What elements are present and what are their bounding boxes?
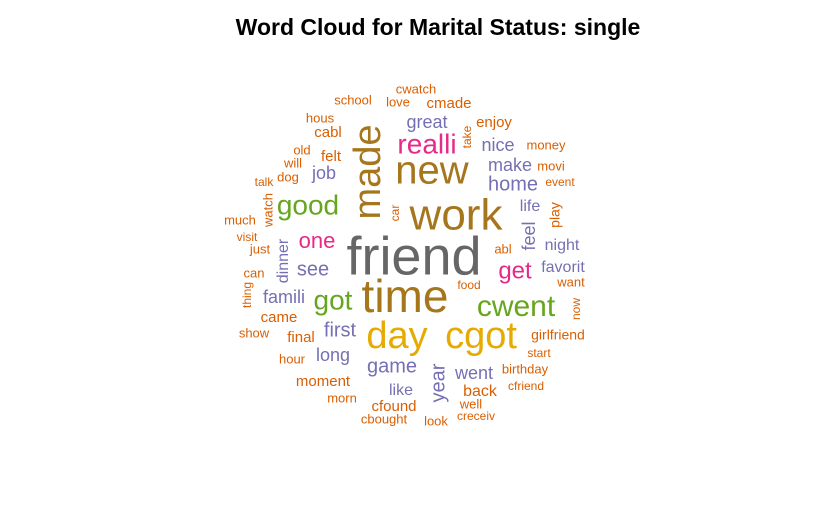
word-money: money [526, 137, 566, 152]
word-talk: talk [255, 175, 275, 189]
word-new: new [395, 149, 468, 193]
word-came: came [261, 309, 298, 326]
word-watch: watch [260, 193, 275, 228]
word-play: play [547, 202, 563, 228]
word-car: car [388, 205, 402, 222]
word-hous: hous [306, 110, 335, 125]
chart-title: Word Cloud for Marital Status: single [236, 14, 641, 40]
word-work: work [409, 191, 504, 240]
word-back: back [463, 383, 498, 400]
word-made: made [347, 124, 389, 219]
word-dog: dog [277, 169, 299, 184]
word-year: year [427, 363, 449, 402]
word-start: start [527, 346, 551, 360]
word-abl: abl [494, 241, 511, 256]
word-job: job [311, 163, 336, 183]
word-favorit: favorit [541, 259, 585, 276]
word-want: want [556, 274, 585, 289]
word-cmade: cmade [426, 95, 471, 112]
word-see: see [297, 258, 329, 280]
word-night: night [545, 237, 580, 254]
word-moment: moment [296, 373, 351, 390]
word-day: day [366, 315, 427, 357]
word-girlfriend: girlfriend [531, 327, 585, 343]
word-show: show [239, 325, 270, 340]
word-enjoy: enjoy [476, 114, 512, 131]
word-game: game [367, 355, 417, 377]
word-morn: morn [327, 390, 357, 405]
word-final: final [287, 329, 315, 346]
word-good: good [277, 189, 339, 220]
word-one: one [299, 228, 336, 253]
word-well: well [459, 396, 483, 411]
word-went: went [454, 363, 493, 383]
word-love: love [386, 94, 410, 109]
word-cabl: cabl [314, 124, 342, 141]
word-cfriend: cfriend [508, 379, 544, 393]
word-creceiv: creceiv [457, 409, 495, 423]
word-can: can [244, 265, 265, 280]
word-just: just [249, 241, 271, 256]
word-food: food [457, 278, 480, 292]
word-make: make [488, 155, 532, 175]
word-movi: movi [537, 158, 565, 173]
word-dinner: dinner [275, 238, 292, 283]
word-birthday: birthday [502, 361, 549, 376]
word-now: now [569, 298, 583, 320]
word-cwatch: cwatch [396, 81, 436, 96]
word-long: long [316, 345, 350, 365]
word-cfound: cfound [371, 398, 416, 415]
word-got: got [314, 284, 353, 315]
word-nice: nice [481, 135, 514, 155]
word-home: home [488, 173, 538, 195]
word-event: event [545, 175, 575, 189]
word-cwent: cwent [477, 290, 556, 323]
word-realli: realli [397, 128, 456, 159]
word-feel: feel [519, 221, 539, 250]
word-famili: famili [263, 287, 305, 307]
word-like: like [389, 382, 413, 399]
word-thing: thing [240, 282, 254, 308]
word-time: time [362, 270, 449, 322]
word-take: take [460, 125, 474, 148]
word-school: school [334, 92, 372, 107]
word-will: will [283, 155, 302, 170]
word-cbought: cbought [361, 411, 408, 426]
word-great: great [406, 112, 447, 132]
word-first: first [324, 319, 357, 341]
word-visit: visit [237, 230, 258, 244]
word-get: get [498, 257, 532, 284]
word-look: look [424, 413, 448, 428]
word-hour: hour [279, 351, 306, 366]
word-old: old [293, 142, 310, 157]
word-friend: friend [346, 226, 481, 286]
word-cgot: cgot [445, 315, 517, 357]
word-much: much [224, 212, 256, 227]
word-felt: felt [321, 148, 342, 165]
word-life: life [520, 198, 541, 215]
